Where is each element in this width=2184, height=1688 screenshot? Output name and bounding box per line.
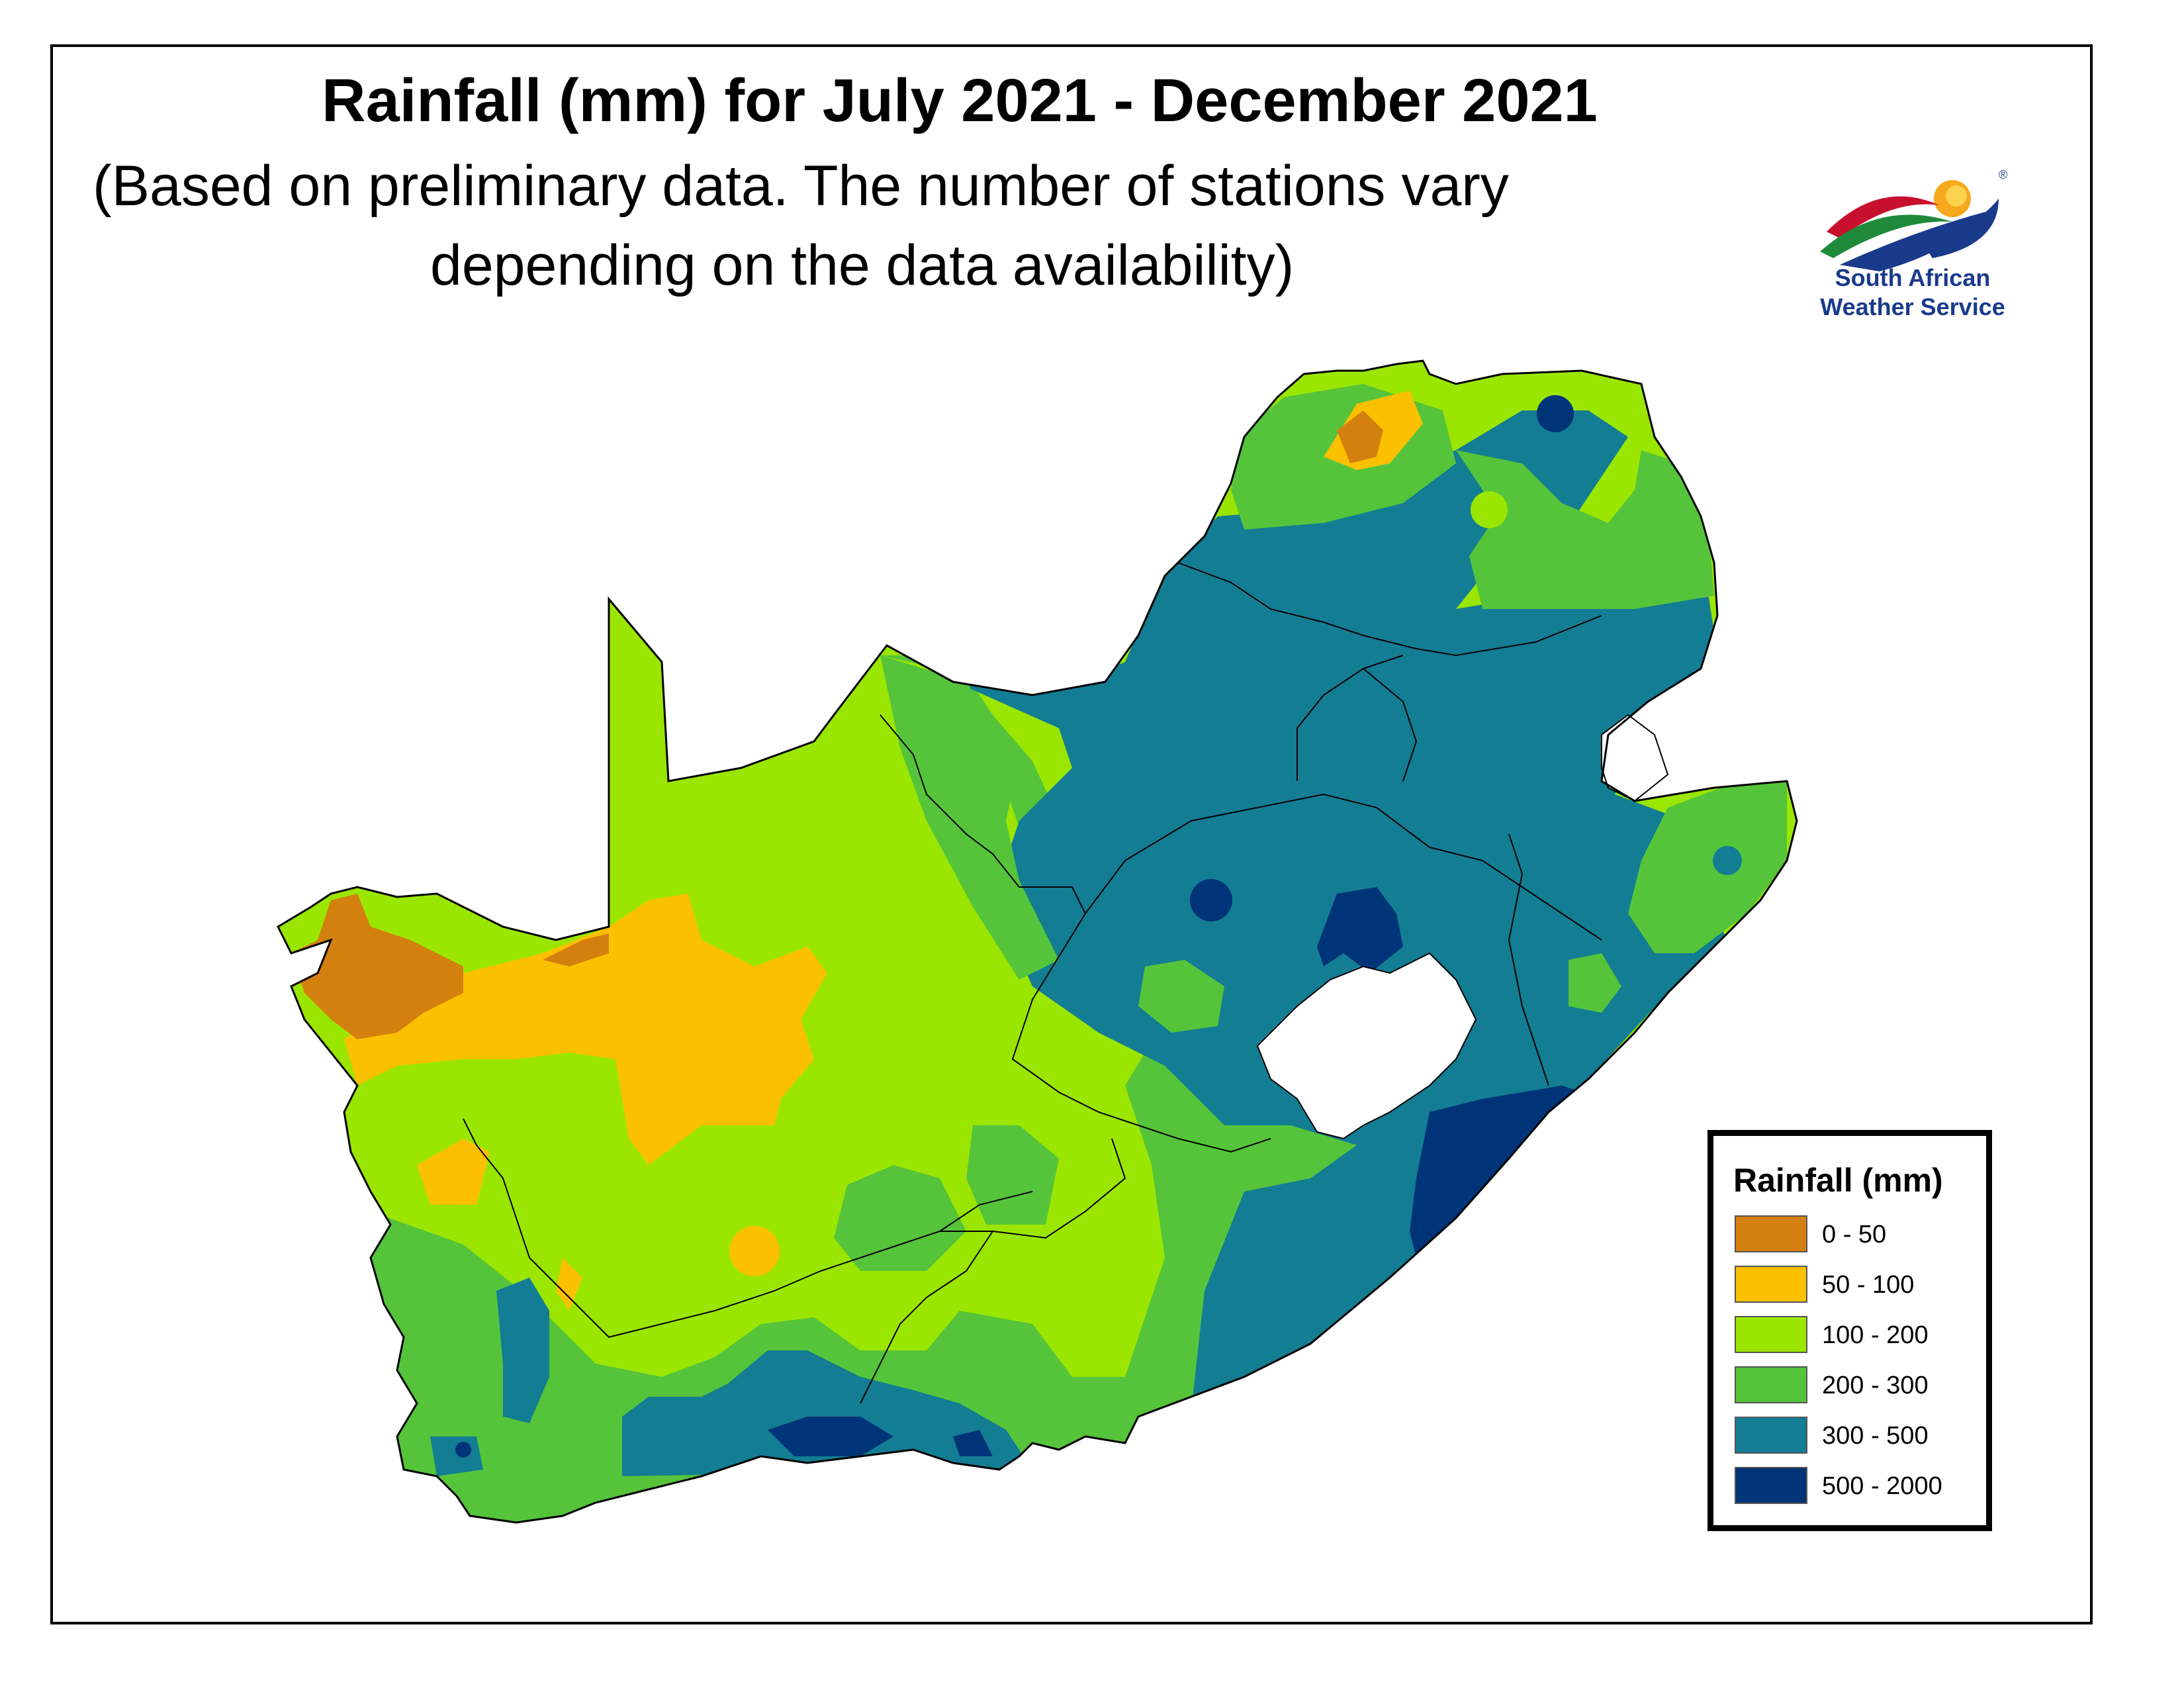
rainfall-zone-200-300: [1628, 781, 1787, 953]
rainfall-zone-200-300: [1456, 450, 1714, 609]
rainfall-zone-200-300: [1471, 491, 1508, 528]
map-subtitle-line1: (Based on preliminary data. The number o…: [93, 154, 1509, 218]
rainfall-zone-300-500: [1746, 992, 1775, 1021]
legend-swatch: [1735, 1417, 1807, 1454]
rainfall-zone-500-2000: [768, 1417, 893, 1456]
rainfall-zone-200-300: [880, 655, 1059, 980]
rainfall-zone-50-100: [417, 1139, 490, 1205]
legend-label: 50 - 100: [1822, 1271, 1915, 1299]
rainfall-zone-200-300: [1138, 960, 1224, 1033]
rainfall-zone-500-2000: [1314, 1341, 1333, 1360]
legend-swatch: [1735, 1215, 1807, 1252]
rainfall-zone-300-500: [1713, 846, 1742, 875]
legend-label: 200 - 300: [1822, 1372, 1929, 1399]
legend-swatch: [1735, 1467, 1807, 1504]
legend-label: 0 - 50: [1822, 1221, 1887, 1248]
map-subtitle-line2: depending on the data availability): [430, 234, 1295, 297]
legend-box: Rainfall (mm) 0 - 50 50 - 100 100 - 200 …: [1709, 1132, 1990, 1529]
logo-line2: Weather Service: [1820, 293, 2005, 320]
map-frame: [50, 44, 2093, 1624]
rainfall-zone-0-50: [1337, 410, 1383, 463]
lesotho-area: [1256, 952, 1477, 1140]
legend-label: 100 - 200: [1822, 1321, 1929, 1349]
rainfall-zone-500-2000: [953, 1430, 993, 1456]
rainfall-zone-300-500: [622, 1350, 1032, 1476]
rainfall-zone-500-2000: [1190, 879, 1232, 921]
rainfall-zone-500-2000: [1410, 1086, 1602, 1284]
rainfall-zone-200-300: [1569, 953, 1621, 1013]
rainfall-zone-0-50: [291, 894, 463, 1039]
legend-label: 500 - 2000: [1822, 1472, 1942, 1500]
rainfall-zone-300-500: [430, 1436, 483, 1476]
rainfall-zone-200-300: [966, 1125, 1059, 1225]
legend-swatch: [1735, 1366, 1807, 1403]
rainfall-zone-500-2000: [455, 1442, 471, 1458]
rainfall-zone-500-2000: [1317, 887, 1403, 973]
rainfall-zone-0-50: [543, 933, 609, 966]
rainfall-zone-500-2000: [1537, 395, 1574, 432]
legend-swatch: [1735, 1316, 1807, 1353]
saws-logo-icon: ®: [1820, 168, 2007, 271]
legend-swatch: [1735, 1266, 1807, 1303]
rainfall-zone-50-100: [556, 1258, 582, 1311]
provincial-borders: [463, 562, 1602, 1404]
rainfall-zone-200-300: [834, 1165, 966, 1271]
map-title: Rainfall (mm) for July 2021 - December 2…: [322, 67, 1598, 134]
logo-text: South African Weather Service: [1787, 263, 2038, 322]
registered-mark: ®: [1999, 168, 2007, 181]
rainfall-zone-50-100: [729, 1226, 780, 1276]
legend-label: 300 - 500: [1822, 1422, 1929, 1450]
legend-title: Rainfall (mm): [1733, 1162, 1943, 1199]
logo-line1: South African: [1835, 264, 1991, 291]
rainfall-zone-50-100: [344, 894, 827, 1165]
rainfall-zone-300-500: [496, 1278, 549, 1423]
